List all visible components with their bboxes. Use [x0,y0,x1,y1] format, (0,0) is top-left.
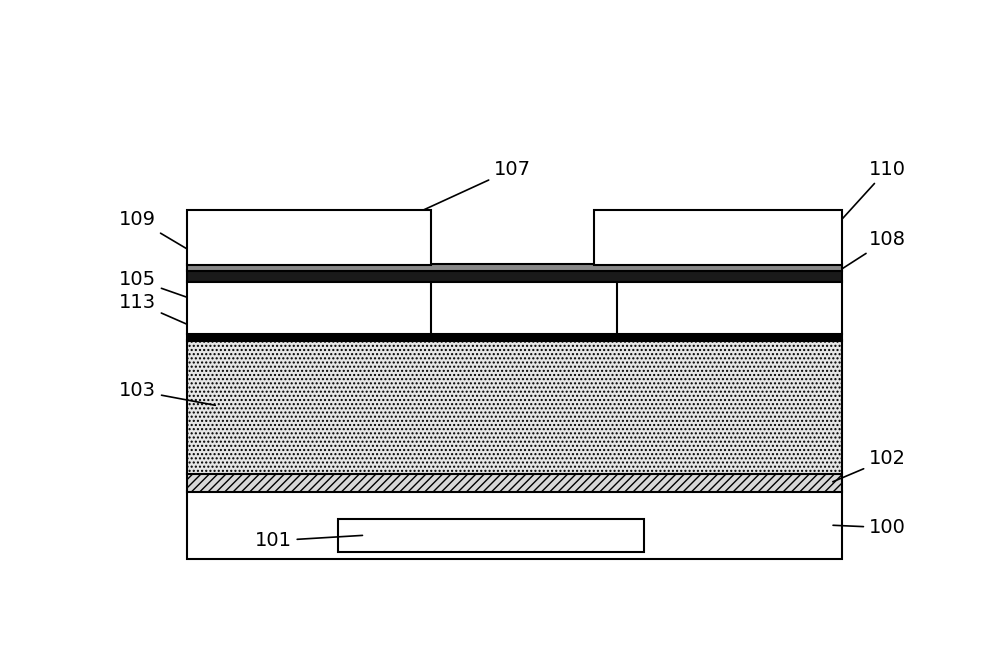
Text: 105: 105 [119,270,215,307]
Bar [187,491,842,559]
Bar [187,340,842,473]
Text: 100: 100 [833,518,906,537]
Bar [338,519,644,552]
Bar [187,211,431,265]
Bar [187,264,842,271]
Text: 107: 107 [383,160,531,228]
Bar [617,281,842,334]
Bar [187,281,431,334]
Bar [187,473,842,492]
Bar [187,334,842,341]
Text: 102: 102 [833,449,906,482]
Text: 103: 103 [119,381,215,405]
Text: 109: 109 [119,210,216,266]
Bar [594,211,842,265]
Text: 110: 110 [832,160,906,230]
Text: 113: 113 [119,293,215,337]
Text: 101: 101 [255,531,362,550]
Bar [187,270,842,283]
Text: 108: 108 [833,230,906,275]
